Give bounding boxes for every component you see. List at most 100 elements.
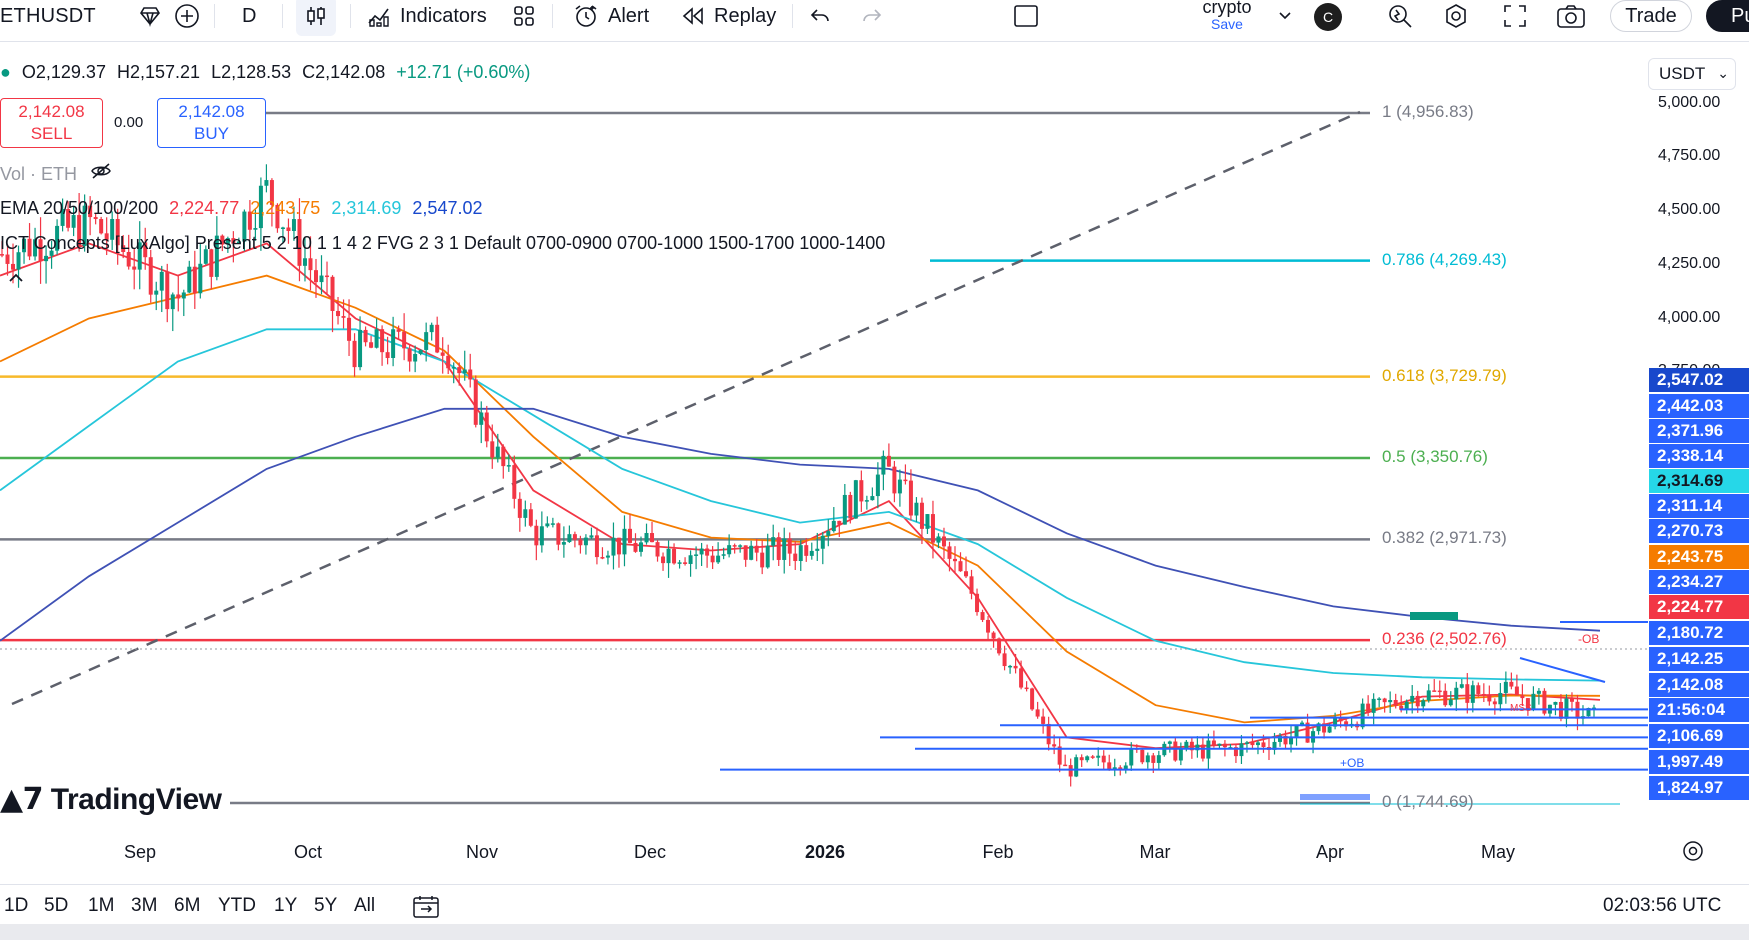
diamond-icon[interactable] (138, 0, 162, 32)
candle-body (452, 367, 456, 369)
chevron-down-icon[interactable] (1278, 0, 1292, 32)
eye-off-icon[interactable] (90, 164, 112, 184)
range-button-1m[interactable]: 1M (88, 895, 114, 917)
spread-value: 0.00 (114, 114, 143, 131)
layout-name: crypto (1202, 0, 1251, 17)
range-button-5y[interactable]: 5Y (314, 895, 337, 917)
bottom-strip (0, 924, 1749, 940)
date-range-icon[interactable] (412, 895, 440, 925)
time-label: Dec (634, 842, 666, 863)
candle-body (331, 277, 335, 311)
tv-logo-icon: ▲7 (0, 782, 43, 817)
range-button-all[interactable]: All (354, 895, 375, 917)
price-label: 2,142.25 (1649, 647, 1749, 671)
price-label: 2,547.02 (1649, 368, 1749, 392)
utc-clock[interactable]: 02:03:56 UTC (1603, 895, 1721, 917)
candle-body (171, 294, 175, 309)
candle-body (1383, 699, 1387, 703)
templates-icon[interactable] (512, 0, 536, 32)
candle-body (667, 549, 671, 563)
indicators-button[interactable]: Indicators (366, 0, 487, 32)
buy-price: 2,142.08 (158, 101, 265, 123)
candle-body (1124, 765, 1128, 769)
candle-body (1482, 694, 1486, 696)
candle-body (556, 523, 560, 544)
buy-button[interactable]: 2,142.08 BUY (157, 98, 266, 148)
redo-icon[interactable] (860, 0, 884, 32)
layout-name-button[interactable]: crypto Save (1192, 0, 1262, 30)
range-button-1y[interactable]: 1Y (274, 895, 297, 917)
candle-body (628, 529, 632, 543)
volume-legend[interactable]: Vol · ETH (0, 162, 112, 185)
candle-body (1261, 742, 1265, 747)
candle-body (837, 521, 841, 525)
candle-body (909, 481, 913, 516)
symbol-search[interactable]: ETHUSDT (0, 0, 96, 32)
luxalgo-legend[interactable]: ICT Concepts [LuxAlgo] Present 5 2 10 1 … (0, 233, 885, 254)
ema-legend[interactable]: EMA 20/50/100/200 2,224.77 2,243.75 2,31… (0, 198, 483, 219)
publish-button[interactable]: Pu (1706, 0, 1749, 32)
replay-button[interactable]: Replay (680, 0, 776, 32)
candle-body (876, 475, 880, 496)
candle-body (1107, 762, 1111, 769)
candle-body (1168, 742, 1172, 744)
candle-body (347, 318, 351, 341)
candle-body (733, 545, 737, 547)
layout-square-icon[interactable] (1012, 0, 1040, 32)
price-label: 1,824.97 (1649, 776, 1749, 800)
alert-button[interactable]: Alert (572, 0, 649, 32)
range-button-6m[interactable]: 6M (174, 895, 200, 917)
chevron-up-icon[interactable] (8, 270, 24, 288)
candle-body (1091, 756, 1095, 758)
candle-body (997, 638, 1001, 653)
candle-body (1438, 691, 1442, 693)
camera-icon[interactable] (1556, 0, 1586, 32)
price-chart[interactable] (0, 42, 1648, 832)
candle-body (1256, 742, 1260, 745)
candle-body (1443, 691, 1447, 705)
candle-body (17, 252, 21, 269)
candle-body (1212, 740, 1216, 745)
candle-body (936, 536, 940, 542)
candle-body (1416, 696, 1420, 706)
range-button-5d[interactable]: 5D (44, 895, 68, 917)
candle-body (832, 521, 836, 531)
volume-name: Vol · ETH (0, 164, 77, 184)
range-button-1d[interactable]: 1D (4, 895, 28, 917)
interval-label: D (242, 5, 256, 28)
currency-select[interactable]: USDT ⌄ (1648, 58, 1736, 90)
compare-add-icon[interactable] (174, 0, 200, 32)
price-label: 2,338.14 (1649, 444, 1749, 468)
range-button-ytd[interactable]: YTD (218, 895, 256, 917)
sell-button[interactable]: 2,142.08 SELL (0, 98, 103, 148)
candles-icon[interactable] (296, 0, 336, 36)
candle-body (1504, 682, 1508, 693)
publish-label: Pu (1731, 5, 1749, 28)
time-label: Mar (1140, 842, 1171, 863)
candle-body (1361, 704, 1365, 728)
settings-icon[interactable] (1442, 0, 1470, 32)
range-button-3m[interactable]: 3M (131, 895, 157, 917)
avatar[interactable]: C (1314, 3, 1342, 31)
candle-body (1432, 690, 1436, 692)
axis-settings-icon[interactable] (1682, 840, 1704, 868)
candle-body (826, 531, 830, 536)
price-label: 1,997.49 (1649, 750, 1749, 774)
candle-body (689, 555, 693, 564)
interval-button[interactable]: D (242, 0, 256, 32)
candle-body (578, 540, 582, 546)
candle-body (793, 554, 797, 561)
candle-body (336, 311, 340, 316)
candle-body (518, 499, 522, 518)
trade-button[interactable]: Trade (1610, 0, 1692, 32)
candle-body (672, 549, 676, 564)
candle-body (44, 256, 48, 261)
candle-body (848, 495, 852, 519)
candle-body (485, 412, 489, 441)
fullscreen-icon[interactable] (1502, 0, 1528, 32)
chart-pane[interactable] (0, 42, 1648, 832)
undo-icon[interactable] (808, 0, 832, 32)
candle-body (1498, 693, 1502, 704)
quick-search-icon[interactable] (1386, 0, 1414, 32)
price-axis[interactable]: 5,000.00 4,750.00 4,500.00 4,250.00 4,000.00… (1648, 42, 1749, 832)
